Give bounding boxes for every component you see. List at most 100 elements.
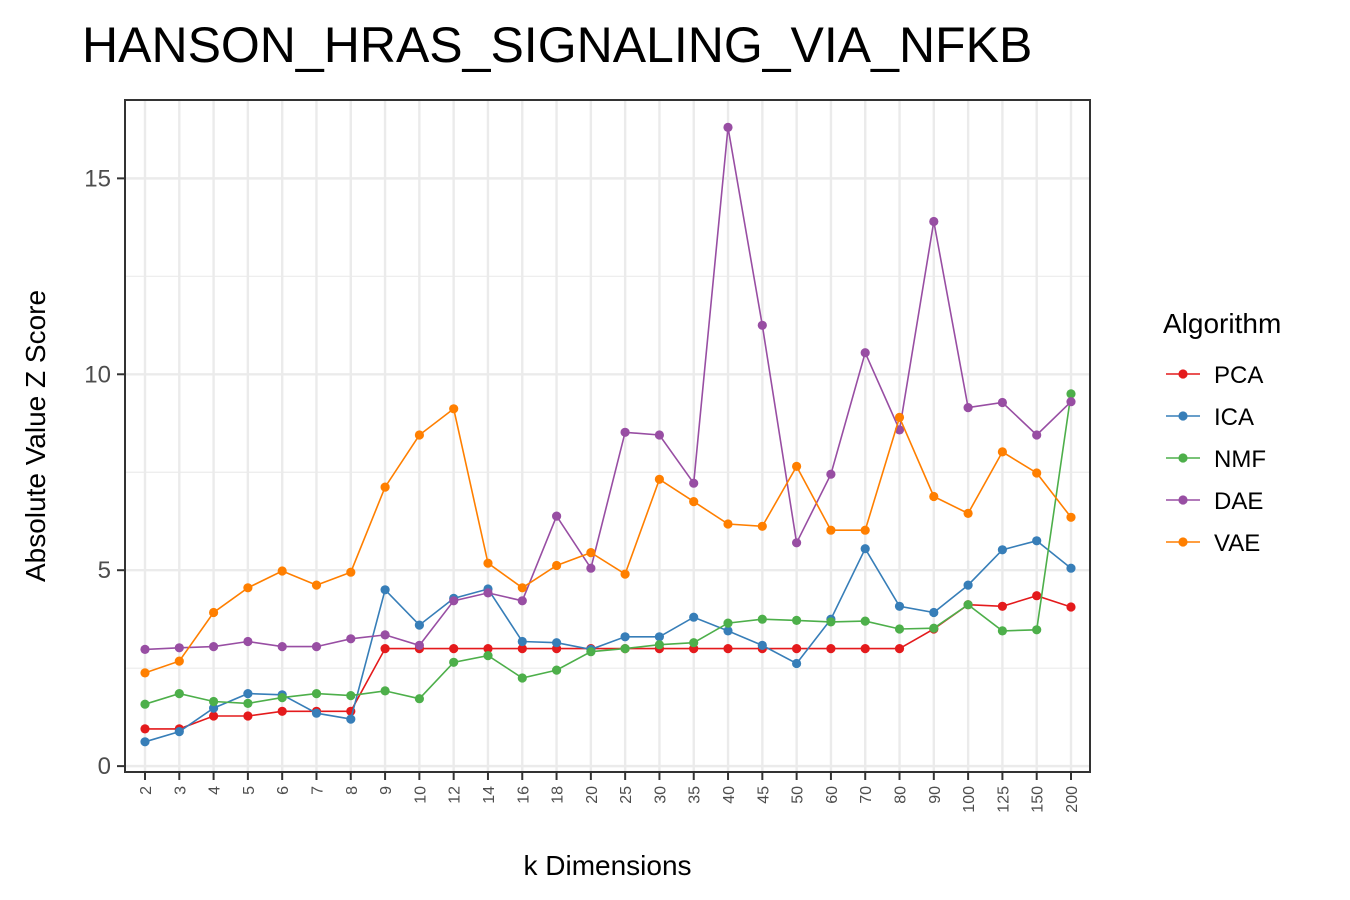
grid-lines <box>125 100 1090 772</box>
x-tick-label: 6 <box>275 786 292 795</box>
x-tick-label: 70 <box>858 786 875 804</box>
x-tick-label: 20 <box>584 786 601 804</box>
data-point-dae <box>620 427 630 437</box>
legend: Algorithm PCA ICA NMF DAE VAE <box>1163 308 1281 557</box>
x-tick-label: 14 <box>481 786 498 804</box>
data-point-nmf <box>1066 389 1076 399</box>
data-point-nmf <box>826 617 836 627</box>
data-point-pca <box>209 711 219 721</box>
x-tick-label: 50 <box>790 786 807 804</box>
x-axis-title: k Dimensions <box>523 850 691 881</box>
series-vae <box>140 404 1076 678</box>
data-point-dae <box>1066 397 1076 407</box>
x-tick-label: 18 <box>550 786 567 804</box>
x-tick-label: 7 <box>309 786 326 795</box>
data-point-pca <box>277 706 287 716</box>
data-point-dae <box>483 588 493 598</box>
x-tick-label: 25 <box>618 786 635 804</box>
data-point-dae <box>380 630 390 640</box>
data-point-vae <box>346 567 356 577</box>
x-tick-label: 8 <box>344 786 361 795</box>
legend-key-point <box>1178 453 1188 463</box>
data-point-vae <box>894 412 905 422</box>
data-point-ica <box>380 585 390 595</box>
data-point-ica <box>757 640 767 651</box>
data-point-vae <box>414 430 424 440</box>
data-point-vae <box>380 482 390 492</box>
data-point-pca <box>380 644 390 654</box>
data-point-nmf <box>552 665 562 675</box>
data-point-ica <box>860 544 870 554</box>
data-point-vae <box>1066 512 1076 522</box>
x-tick-label: 16 <box>515 786 532 804</box>
data-point-dae <box>277 642 287 652</box>
data-point-ica <box>414 620 424 630</box>
series-dae <box>140 122 1076 655</box>
data-point-dae <box>449 596 459 606</box>
data-point-ica <box>997 545 1008 555</box>
x-tick-label: 40 <box>721 786 738 804</box>
data-point-dae <box>792 538 802 548</box>
data-point-nmf <box>483 651 493 661</box>
y-tick-label: 0 <box>98 753 111 780</box>
data-point-nmf <box>620 644 630 654</box>
data-point-vae <box>209 607 219 618</box>
x-tick-label: 200 <box>1064 786 1081 813</box>
data-point-ica <box>346 714 356 724</box>
data-point-nmf <box>414 694 424 704</box>
x-tick-label: 125 <box>995 786 1012 813</box>
data-point-dae <box>311 642 322 652</box>
x-tick-label: 5 <box>241 786 258 795</box>
data-point-nmf <box>380 686 390 696</box>
data-point-pca <box>894 644 905 654</box>
data-point-nmf <box>346 691 356 701</box>
series-line-nmf <box>144 393 1072 705</box>
data-point-pca <box>792 644 802 654</box>
y-tick-label: 10 <box>84 361 111 388</box>
data-point-ica <box>963 580 973 590</box>
data-point-dae <box>346 634 356 644</box>
data-point-ica <box>620 632 630 642</box>
legend-item-ica: ICA <box>1166 404 1254 431</box>
data-point-nmf <box>792 615 802 626</box>
data-point-vae <box>826 525 836 535</box>
data-point-ica <box>792 658 802 669</box>
data-point-dae <box>860 348 870 358</box>
x-tick-label: 150 <box>1030 786 1047 813</box>
data-point-ica <box>654 632 665 642</box>
data-point-dae <box>757 320 767 330</box>
data-point-nmf <box>277 693 287 703</box>
y-tick-label: 5 <box>98 557 111 584</box>
legend-title: Algorithm <box>1163 308 1281 339</box>
data-point-dae <box>517 596 527 606</box>
data-point-dae <box>723 122 733 132</box>
data-point-nmf <box>140 699 150 709</box>
x-tick-label: 100 <box>961 786 978 813</box>
legend-item-dae: DAE <box>1166 488 1263 515</box>
series-ica <box>140 536 1076 747</box>
data-point-nmf <box>929 623 939 633</box>
data-point-pca <box>243 711 253 721</box>
series-layer <box>140 122 1076 747</box>
data-point-vae <box>243 583 253 593</box>
series-nmf <box>140 389 1076 709</box>
data-point-vae <box>174 656 184 666</box>
data-point-dae <box>929 216 939 227</box>
chart-title: HANSON_HRAS_SIGNALING_VIA_NFKB <box>82 17 1032 73</box>
data-point-dae <box>414 640 424 651</box>
legend-label-nmf: NMF <box>1214 446 1266 473</box>
data-point-ica <box>894 601 905 611</box>
x-tick-label: 90 <box>927 786 944 804</box>
data-point-nmf <box>517 673 527 683</box>
data-point-dae <box>997 397 1008 408</box>
data-point-vae <box>586 548 596 558</box>
data-point-dae <box>826 469 836 479</box>
data-point-dae <box>586 563 596 573</box>
x-tick-label: 3 <box>172 786 189 795</box>
x-tick-label: 9 <box>378 786 395 795</box>
y-tick-label: 15 <box>84 165 111 192</box>
data-point-vae <box>997 447 1008 457</box>
data-point-nmf <box>689 638 699 648</box>
